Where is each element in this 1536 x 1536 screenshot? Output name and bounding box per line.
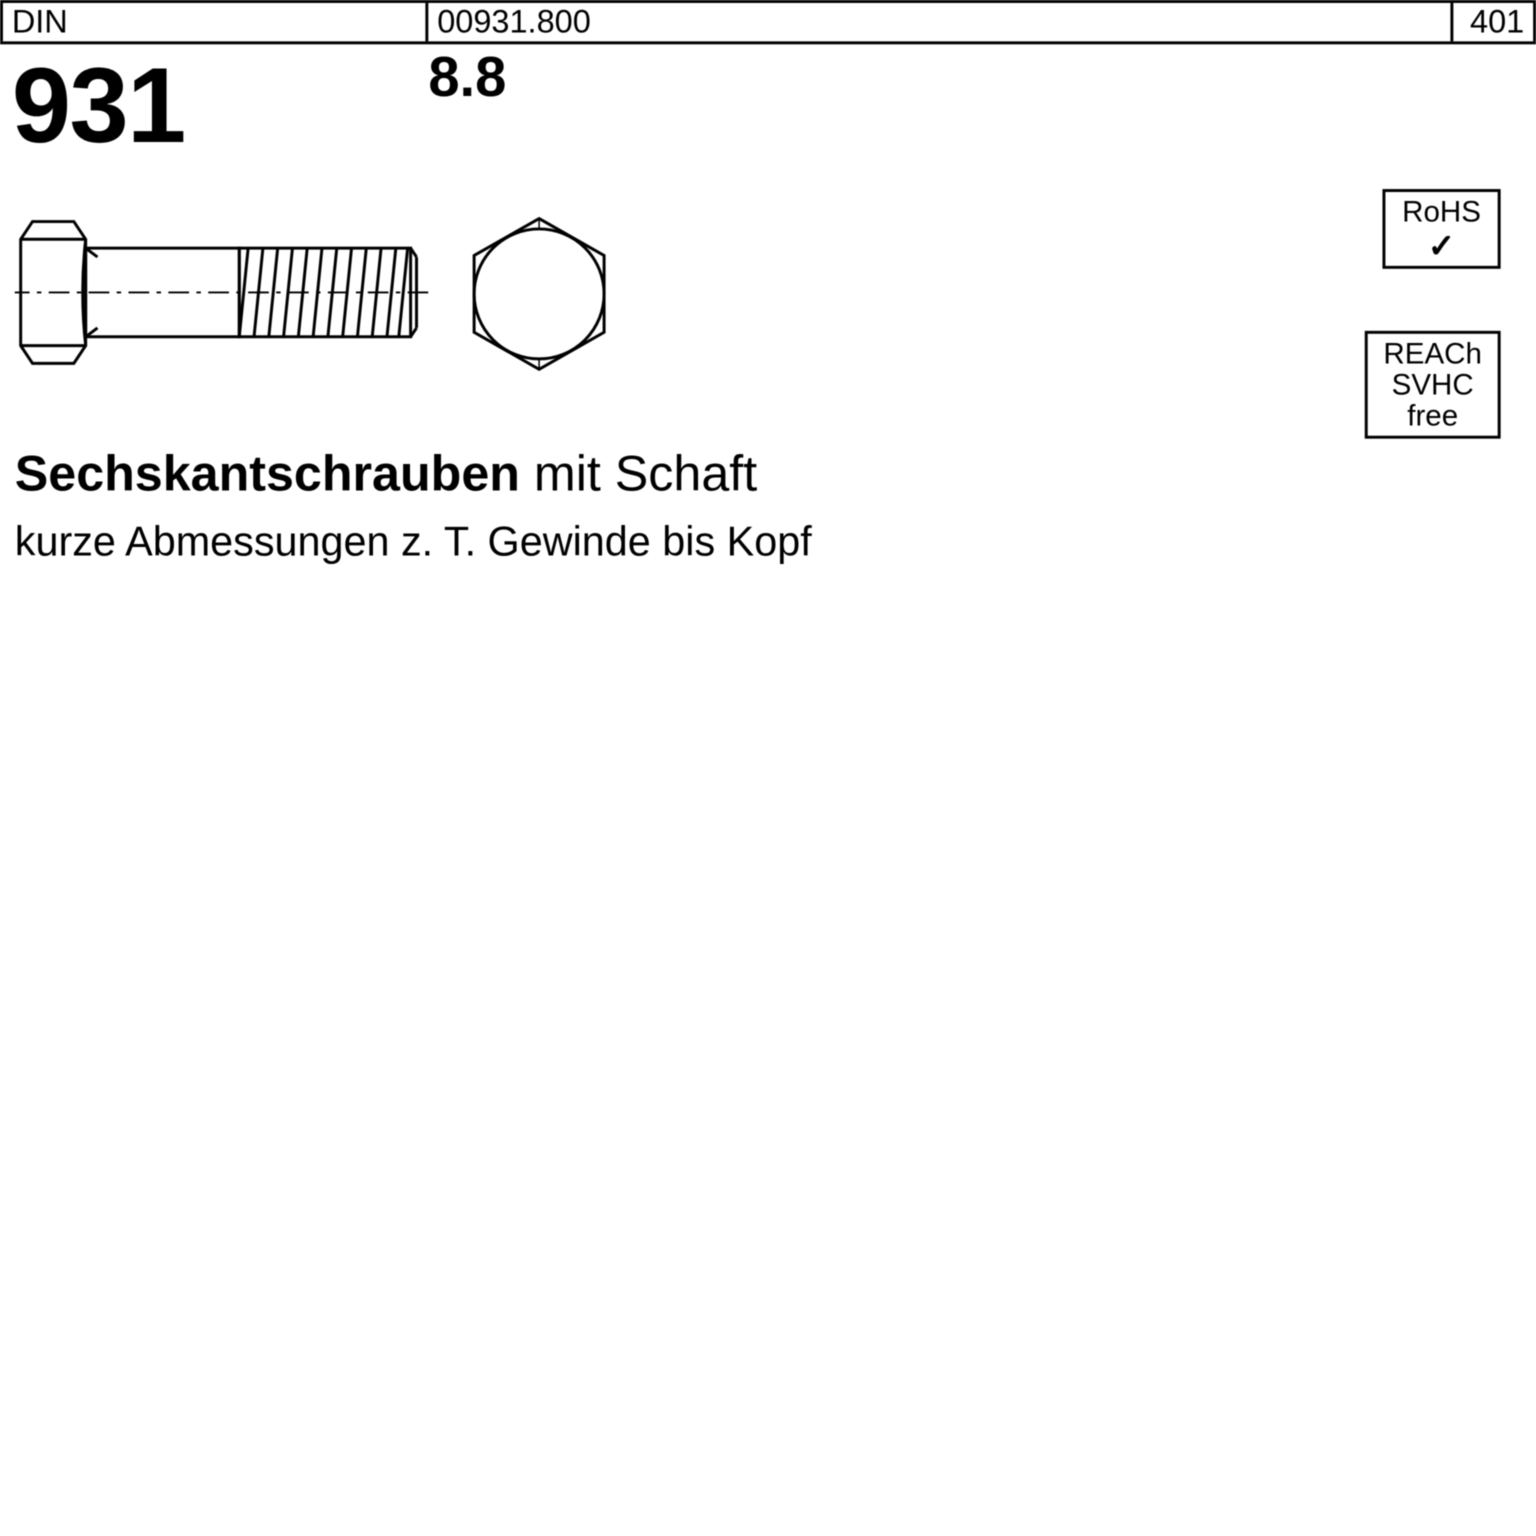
- reach-badge: REACh SVHC free: [1365, 331, 1501, 439]
- reach-line3: free: [1377, 402, 1489, 433]
- title-bold: Sechskantschrauben: [15, 446, 520, 502]
- header-cell-din: DIN: [0, 3, 428, 41]
- title-block: Sechskantschrauben mit Schaft kurze Abme…: [0, 446, 1536, 566]
- bolt-head-front-view-icon: [458, 213, 620, 375]
- product-title: Sechskantschrauben mit Schaft: [15, 446, 1522, 504]
- header-cell-partno: 00931.800: [428, 3, 1453, 41]
- title-rest: mit Schaft: [520, 446, 757, 502]
- reach-line1: REACh: [1377, 340, 1489, 371]
- reach-line2: SVHC: [1377, 371, 1489, 402]
- spec-row: 931 8.8: [0, 44, 1536, 159]
- datasheet-page: DIN 00931.800 401 931 8.8: [0, 0, 1536, 1536]
- rohs-label: RoHS: [1394, 198, 1489, 229]
- product-subtitle: kurze Abmessungen z. T. Gewinde bis Kopf: [15, 518, 1522, 565]
- standard-number: 931: [0, 44, 428, 159]
- strength-grade: 8.8: [428, 44, 506, 159]
- bolt-side-view-icon: [15, 204, 429, 381]
- header-cell-code: 401: [1453, 3, 1536, 41]
- check-icon: ✓: [1394, 229, 1489, 263]
- illustration-row: RoHS ✓ REACh SVHC free: [0, 204, 1536, 411]
- header-row: DIN 00931.800 401: [0, 0, 1536, 44]
- rohs-badge: RoHS ✓: [1382, 189, 1500, 269]
